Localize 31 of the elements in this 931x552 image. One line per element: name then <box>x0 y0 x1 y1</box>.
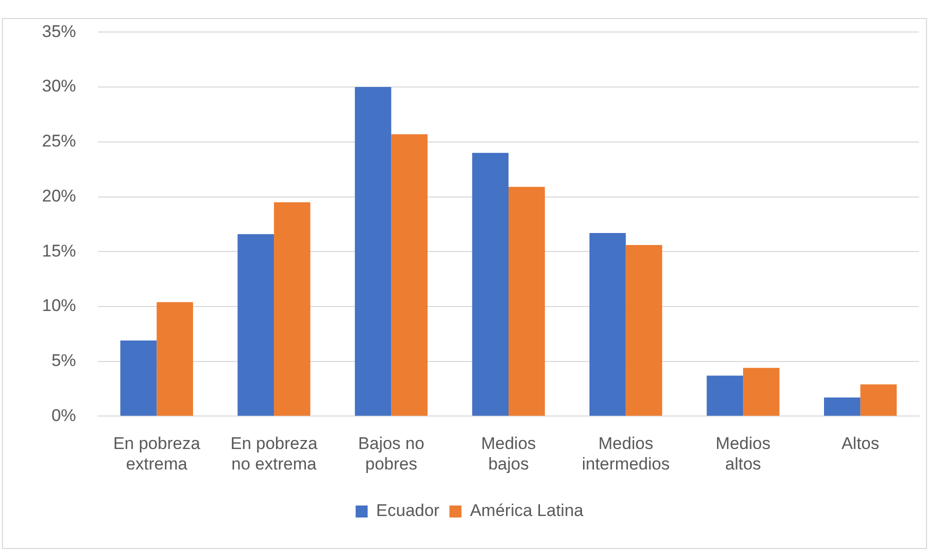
legend-label: Ecuador <box>376 501 440 520</box>
y-tick-label: 5% <box>51 351 76 370</box>
bar <box>860 384 897 416</box>
x-tick-label: Medios intermedios <box>582 434 670 474</box>
y-tick-label: 20% <box>42 186 76 206</box>
bar <box>156 302 194 416</box>
y-tick-label: 10% <box>42 296 76 316</box>
x-tick-label: Altos <box>841 434 880 454</box>
bar <box>589 232 626 416</box>
x-tick-label: Medios bajos <box>481 434 536 474</box>
y-tick-label: 35% <box>42 22 76 41</box>
y-tick-label: 15% <box>42 241 76 260</box>
bar <box>824 398 860 416</box>
legend-label: América Latina <box>470 501 584 520</box>
bar <box>626 245 662 416</box>
bar <box>120 340 157 416</box>
x-tick-label: En pobreza extrema <box>113 434 201 474</box>
bar <box>508 186 545 416</box>
bar <box>706 376 744 416</box>
x-tick-label: Medios altos <box>716 434 770 474</box>
y-tick-label: 30% <box>42 76 76 96</box>
x-tick-label: Bajos no pobres <box>358 434 424 474</box>
bar <box>391 134 428 416</box>
y-tick-label: 0% <box>51 406 76 425</box>
bar <box>274 202 310 416</box>
bar <box>472 152 509 416</box>
y-tick-label: 25% <box>42 132 76 151</box>
bar <box>743 368 780 416</box>
x-tick-label: En pobreza no extrema <box>230 434 318 474</box>
bar <box>354 87 392 416</box>
bar <box>238 234 274 416</box>
